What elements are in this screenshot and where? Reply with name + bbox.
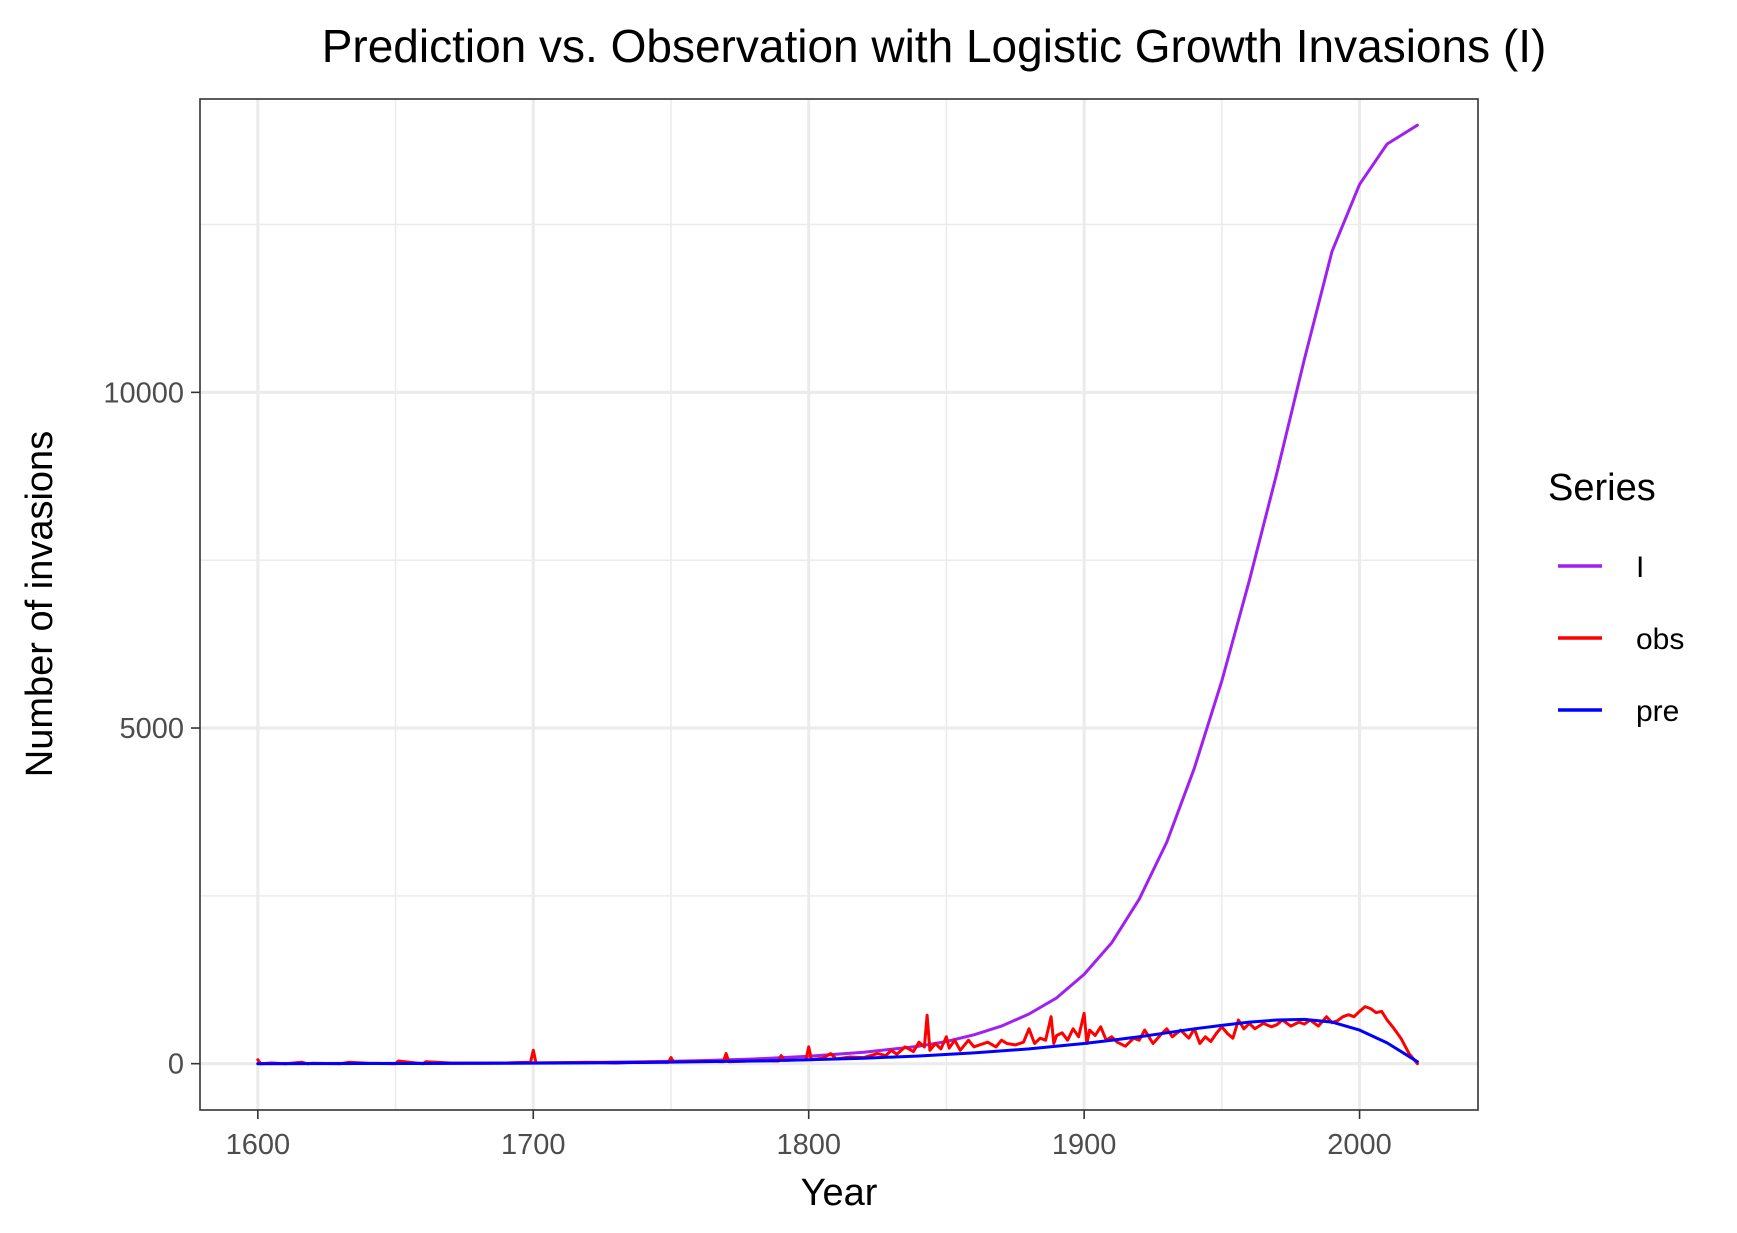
- y-tick-label: 5000: [119, 713, 184, 745]
- x-tick-label: 1800: [776, 1129, 841, 1161]
- y-tick-label: 10000: [103, 377, 184, 409]
- legend-label-I: I: [1636, 551, 1644, 584]
- x-tick-label: 2000: [1327, 1129, 1392, 1161]
- series-line-pre: [256, 1017, 1419, 1066]
- legend-label-pre: pre: [1636, 695, 1679, 728]
- chart-title: Prediction vs. Observation with Logistic…: [322, 20, 1547, 72]
- legend-label-obs: obs: [1636, 623, 1684, 656]
- plot-border: [199, 98, 1479, 1111]
- y-axis-title: Number of invasions: [19, 431, 61, 777]
- x-tick-label: 1700: [501, 1129, 566, 1161]
- x-tick-label: 1600: [226, 1129, 291, 1161]
- x-axis-title: Year: [801, 1172, 878, 1214]
- legend-title: Series: [1548, 467, 1656, 509]
- series-layer: [256, 123, 1419, 1066]
- x-axis: 1600 1700 1800 1900 2000: [226, 1110, 1392, 1161]
- y-axis: 0 5000 10000: [103, 377, 200, 1081]
- y-tick-label: 0: [168, 1049, 184, 1081]
- grid-major: [200, 99, 1478, 1110]
- grid-minor: [200, 99, 1478, 1110]
- x-tick-label: 1900: [1052, 1129, 1117, 1161]
- plot-panel: [200, 99, 1478, 1110]
